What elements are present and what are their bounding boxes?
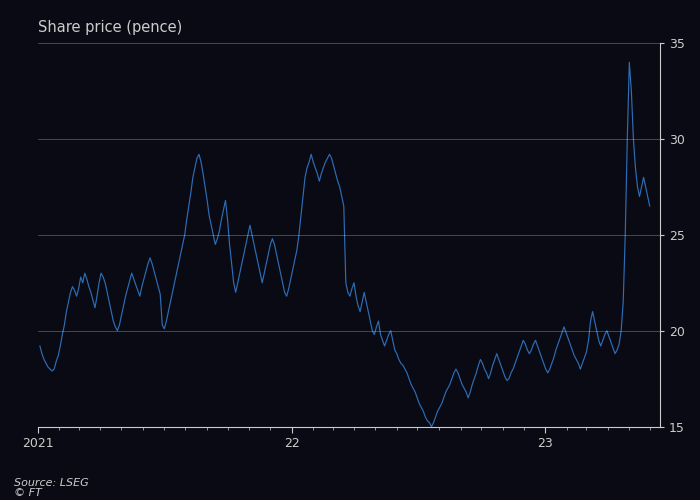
- Text: © FT: © FT: [14, 488, 42, 498]
- Text: Source: LSEG: Source: LSEG: [14, 478, 89, 488]
- Text: Share price (pence): Share price (pence): [38, 20, 182, 35]
